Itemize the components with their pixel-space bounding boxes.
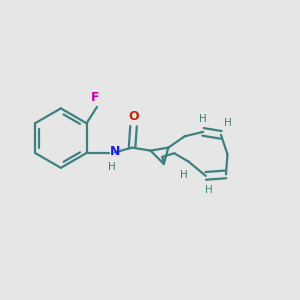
Text: H: H	[181, 170, 188, 180]
Text: O: O	[128, 110, 139, 123]
Text: H: H	[205, 185, 213, 195]
Text: H: H	[224, 118, 231, 128]
Text: N: N	[110, 145, 121, 158]
Text: H: H	[199, 113, 206, 124]
Text: F: F	[91, 91, 100, 104]
Text: H: H	[108, 162, 116, 172]
